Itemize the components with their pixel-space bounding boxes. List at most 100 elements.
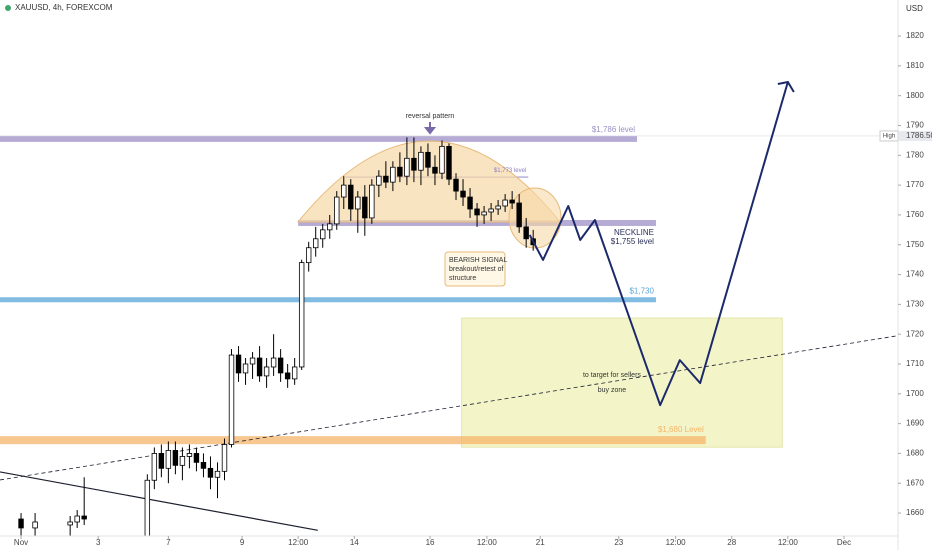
candle-body <box>193 453 200 463</box>
candle-body <box>516 202 522 228</box>
level-label: $1,730 <box>629 286 654 295</box>
trendline <box>0 335 898 481</box>
zone-label: buy zone <box>598 387 627 394</box>
candle-body <box>249 357 256 365</box>
candle-body <box>67 521 73 526</box>
level-label: $1,755 level <box>611 237 654 246</box>
x-tick-label: 12:00 <box>778 538 799 547</box>
y-tick-label: 1670 <box>906 478 924 487</box>
high-value-label: 1786.50 <box>906 131 932 140</box>
candle-body <box>474 208 480 216</box>
candle-body <box>165 450 172 469</box>
y-tick-label: 1710 <box>906 359 924 368</box>
x-tick-label: 14 <box>350 538 359 547</box>
level-label: $1,786 level <box>592 125 635 134</box>
trendline <box>0 471 318 531</box>
annotation: structure <box>449 275 476 282</box>
y-tick-label: 1700 <box>906 389 924 398</box>
candle-body <box>235 354 242 374</box>
candle-body <box>221 444 228 472</box>
x-tick-label: 28 <box>727 538 736 547</box>
zone-label: to target for sellers <box>583 372 641 379</box>
candle-body <box>18 518 24 529</box>
candle-body <box>228 354 235 445</box>
candle-body <box>369 184 375 219</box>
candle-body <box>291 366 298 380</box>
candle-body <box>348 184 354 210</box>
candle-body <box>439 145 445 174</box>
annotation: reversal pattern <box>406 113 455 120</box>
candle-body <box>327 223 333 231</box>
x-tick-label: Nov <box>14 538 28 547</box>
candle-body <box>467 196 473 210</box>
candle-body <box>179 456 186 466</box>
signal-box <box>444 251 506 287</box>
candle-body <box>242 363 249 374</box>
y-tick-label: 1800 <box>906 91 924 100</box>
candle-body <box>200 461 207 469</box>
candle-body <box>425 151 431 168</box>
y-tick-label: 1810 <box>906 61 924 70</box>
x-tick-label: Dec <box>837 538 851 547</box>
level-band <box>0 436 706 445</box>
candle-body <box>144 479 151 536</box>
candle-body <box>502 199 508 207</box>
projection-path <box>528 81 789 407</box>
reversal-arrow <box>423 122 437 135</box>
projection-arrowhead <box>777 80 795 93</box>
y-tick-label: 1740 <box>906 270 924 279</box>
x-tick-label: 21 <box>536 538 545 547</box>
x-tick-label: 12:00 <box>666 538 687 547</box>
x-tick-label: 16 <box>426 538 435 547</box>
level-band <box>0 297 656 303</box>
candle-body <box>151 453 158 481</box>
candle-body <box>214 470 221 478</box>
candle-body <box>397 166 403 177</box>
candle-body <box>313 238 319 249</box>
candle-body <box>362 196 368 219</box>
y-tick-label: 1690 <box>906 419 924 428</box>
candle-body <box>158 453 165 469</box>
candle-body <box>341 184 347 198</box>
y-tick-label: 1780 <box>906 150 924 159</box>
candle-body <box>376 175 382 186</box>
retest-circle <box>508 187 562 249</box>
candle-body <box>74 515 80 523</box>
level-label: $1,773 level <box>494 168 526 174</box>
y-tick-label: 1820 <box>906 31 924 40</box>
x-tick-label: 12:00 <box>477 538 498 547</box>
candle-body <box>32 521 38 529</box>
candle-body <box>186 453 193 457</box>
candle-body <box>284 372 291 380</box>
x-tick-label: 12:00 <box>288 538 309 547</box>
candle-body <box>172 450 179 466</box>
candle-body <box>495 205 501 210</box>
candle-body <box>298 262 305 368</box>
candle-body <box>390 166 396 183</box>
candle-body <box>509 199 515 204</box>
candle-body <box>81 515 87 520</box>
candle-body <box>432 166 438 174</box>
high-value-tag <box>899 130 932 141</box>
candle-body <box>256 357 263 377</box>
y-tick-label: 1750 <box>906 240 924 249</box>
candle-body <box>334 196 340 225</box>
y-tick-label: 1760 <box>906 210 924 219</box>
candle-body <box>453 178 459 192</box>
candle-body <box>207 467 214 478</box>
high-label: High <box>883 134 895 140</box>
x-tick-label: 3 <box>96 538 101 547</box>
candle-body <box>411 157 417 171</box>
annotation: breakout/retest of <box>449 266 504 273</box>
y-tick-label: 1730 <box>906 299 924 308</box>
chart-title: XAUUSD, 4h, FOREXCOM <box>15 3 113 12</box>
level-label: $1,680 Level <box>658 425 704 434</box>
y-tick-label: 1680 <box>906 449 924 458</box>
annotation: BEARISH SIGNAL <box>449 257 507 264</box>
level-band <box>0 135 638 142</box>
y-tick-label: 1660 <box>906 508 924 517</box>
candle-body <box>488 208 494 213</box>
candle-body <box>383 175 389 183</box>
